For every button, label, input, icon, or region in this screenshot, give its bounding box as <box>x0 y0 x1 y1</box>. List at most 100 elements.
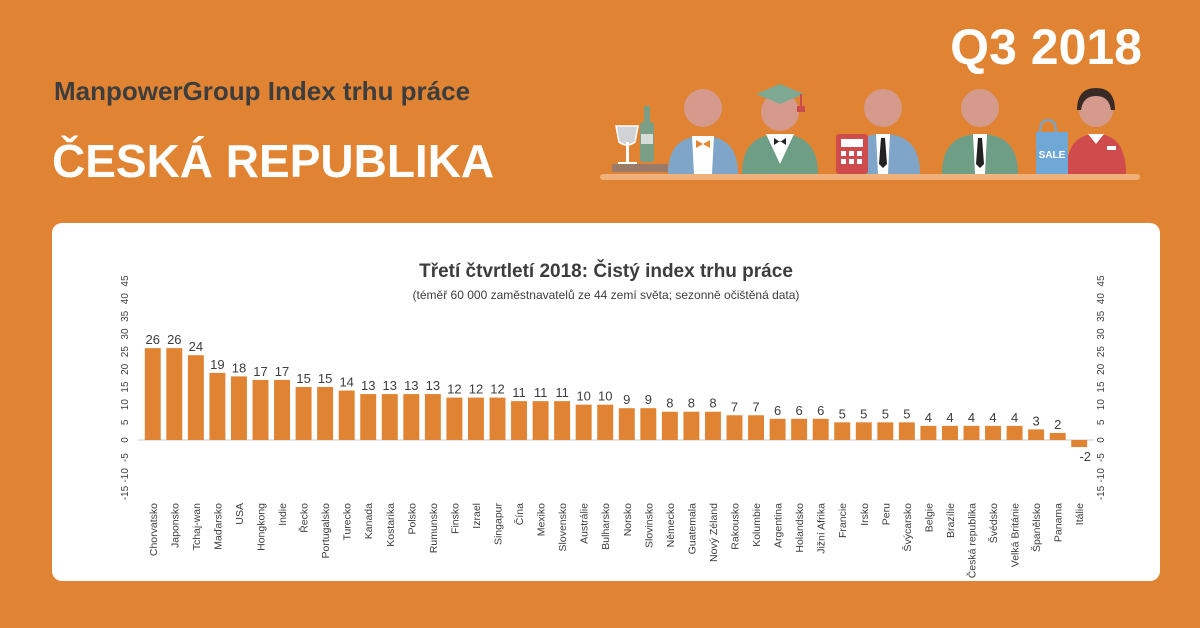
category-label: Německo <box>665 503 677 548</box>
wine-glass-icon <box>615 125 639 165</box>
bar <box>532 401 549 440</box>
category-label: Francie <box>837 503 849 538</box>
bar <box>941 425 958 440</box>
chart-subtitle: (téměř 60 000 zaměstnavatelů ze 44 zemí … <box>413 288 800 302</box>
bar-value-label: 17 <box>275 364 289 379</box>
bar <box>166 348 183 440</box>
bar-value-label: 13 <box>404 378 418 393</box>
bar <box>511 401 528 440</box>
report-subtitle: ManpowerGroup Index trhu práce <box>54 76 471 106</box>
bar <box>704 411 721 440</box>
bar <box>640 408 657 440</box>
bar <box>769 418 786 440</box>
y-tick-label-left: 15 <box>120 381 131 393</box>
bar-value-label: 19 <box>210 357 224 372</box>
bar <box>230 376 247 440</box>
bar <box>748 415 765 440</box>
wine-bottle-icon <box>640 106 654 162</box>
bar-value-label: 2 <box>1054 417 1061 432</box>
bar-value-label: 8 <box>666 396 673 411</box>
bar-value-label: -2 <box>1079 449 1091 464</box>
category-label: Česká republika <box>966 503 979 578</box>
category-label: Kolumbie <box>751 503 763 547</box>
bar-counter <box>612 164 668 172</box>
businessman-figure <box>942 89 1018 174</box>
y-tick-label-left: 25 <box>120 346 131 358</box>
bar <box>1028 429 1045 440</box>
y-tick-label-right: 10 <box>1096 399 1107 411</box>
bar-value-label: 4 <box>925 410 932 425</box>
bar-value-label: 24 <box>189 339 203 354</box>
bar-value-label: 5 <box>903 406 910 421</box>
workers-illustration: SALE <box>600 84 1140 180</box>
bar-value-label: 4 <box>946 410 953 425</box>
category-label: Rumunsko <box>428 503 440 553</box>
category-label: Portugalsko <box>320 503 332 559</box>
bar-value-label: 10 <box>576 389 590 404</box>
sale-tag: SALE <box>1039 150 1066 161</box>
bar <box>834 422 851 440</box>
shop-assistant-figure: SALE <box>1036 88 1126 174</box>
category-label: Slovensko <box>557 503 569 552</box>
bar-value-label: 12 <box>469 382 483 397</box>
category-label: Chorvatsko <box>148 503 160 556</box>
y-tick-label-right: 35 <box>1096 310 1107 322</box>
category-label: Holandsko <box>794 503 806 553</box>
bar-value-label: 12 <box>490 382 504 397</box>
bar-value-label: 4 <box>968 410 975 425</box>
bar-value-label: 14 <box>339 375 353 390</box>
category-label: Rakousko <box>730 503 742 550</box>
bar-value-label: 12 <box>447 382 461 397</box>
bar-value-label: 4 <box>1011 410 1018 425</box>
bar-value-label: 26 <box>146 332 160 347</box>
y-tick-label-left: 30 <box>120 328 131 340</box>
category-label: Tchaj-wan <box>191 503 203 550</box>
bar <box>661 411 678 440</box>
bar <box>360 394 377 440</box>
bar-value-label: 7 <box>752 399 759 414</box>
y-tick-label-left: 40 <box>120 293 131 305</box>
category-label: Itálie <box>1074 503 1086 525</box>
bar-value-label: 11 <box>534 385 548 400</box>
bar <box>963 425 980 440</box>
bar <box>187 355 204 440</box>
category-label: Indie <box>277 503 289 526</box>
bar-value-label: 9 <box>623 392 630 407</box>
y-tick-label-right: 5 <box>1096 419 1107 425</box>
y-tick-label-right: 25 <box>1096 346 1107 358</box>
y-tick-label-left: 35 <box>120 310 131 322</box>
bar-value-label: 10 <box>598 389 612 404</box>
bar <box>403 394 420 440</box>
y-tick-label-left: -15 <box>120 485 131 500</box>
bar <box>144 348 161 440</box>
quarter-label: Q3 2018 <box>950 19 1142 75</box>
y-tick-label-right: 30 <box>1096 328 1107 340</box>
bar <box>317 387 334 440</box>
category-label: Španělsko <box>1030 503 1043 552</box>
category-label: Bulharsko <box>600 503 612 550</box>
bar-value-label: 13 <box>426 378 440 393</box>
accountant-figure <box>836 89 920 174</box>
category-label: Austrálie <box>579 503 591 544</box>
bar-value-label: 5 <box>839 406 846 421</box>
bar <box>209 372 226 440</box>
category-label: Čína <box>513 503 526 525</box>
bar <box>898 422 915 440</box>
bar <box>726 415 743 440</box>
y-tick-label-right: -10 <box>1096 468 1107 483</box>
category-label: Polsko <box>406 503 418 535</box>
bar <box>252 379 269 440</box>
category-label: Japonsko <box>169 503 181 548</box>
y-tick-label-left: 45 <box>120 275 131 287</box>
shopping-bag-icon <box>1036 132 1068 174</box>
y-tick-label-left: -5 <box>120 453 131 462</box>
bar <box>1049 432 1066 440</box>
category-label: Mexiko <box>536 503 548 536</box>
y-tick-label-left: 5 <box>120 419 131 425</box>
chart-card: Třetí čtvrtletí 2018: Čistý index trhu p… <box>52 223 1160 581</box>
bar-value-label: 6 <box>796 403 803 418</box>
category-label: Belgie <box>923 503 935 532</box>
bar-value-label: 13 <box>361 378 375 393</box>
bar-chart: Třetí čtvrtletí 2018: Čistý index trhu p… <box>120 260 1107 578</box>
bar-value-label: 8 <box>688 396 695 411</box>
